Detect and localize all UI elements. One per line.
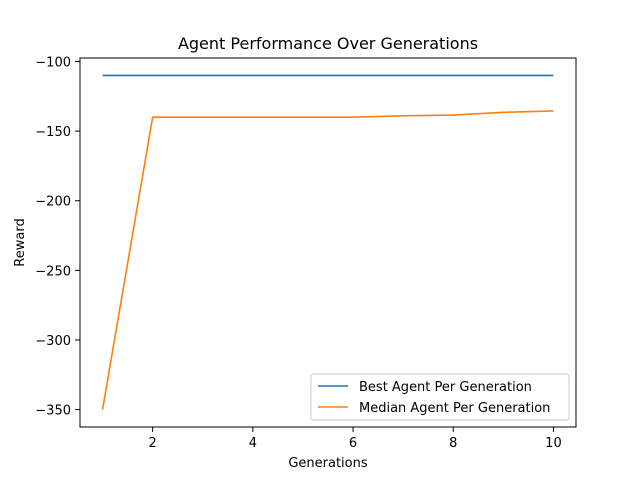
series-layer	[101, 74, 554, 410]
legend-label-median: Median Agent Per Generation	[359, 401, 550, 416]
y-tick-label: −350	[35, 404, 71, 419]
legend: Best Agent Per Generation Median Agent P…	[310, 373, 570, 421]
x-tick-label: 10	[545, 436, 562, 451]
plot-area	[80, 58, 576, 427]
y-axis-label: Reward	[13, 218, 28, 266]
x-tick-label: 8	[449, 436, 457, 451]
legend-box	[310, 373, 570, 421]
x-axis-label: Generations	[288, 456, 368, 471]
y-tick-label: −200	[35, 195, 71, 210]
y-tick-label: −100	[35, 55, 71, 70]
chart-title: Agent Performance Over Generations	[178, 34, 478, 53]
legend-label-best: Best Agent Per Generation	[359, 380, 532, 395]
plot-frame	[79, 57, 577, 428]
y-tick-label: −250	[35, 264, 71, 279]
y-axis-ticks: −100 −150 −200 −250 −300 −350	[35, 55, 80, 419]
x-tick-label: 6	[349, 436, 357, 451]
series-line-median	[101, 110, 554, 410]
x-tick-label: 2	[149, 436, 157, 451]
x-axis-ticks: 2 4 6 8 10	[149, 427, 562, 451]
y-tick-label: −150	[35, 125, 71, 140]
x-tick-label: 4	[249, 436, 257, 451]
y-tick-label: −300	[35, 334, 71, 349]
